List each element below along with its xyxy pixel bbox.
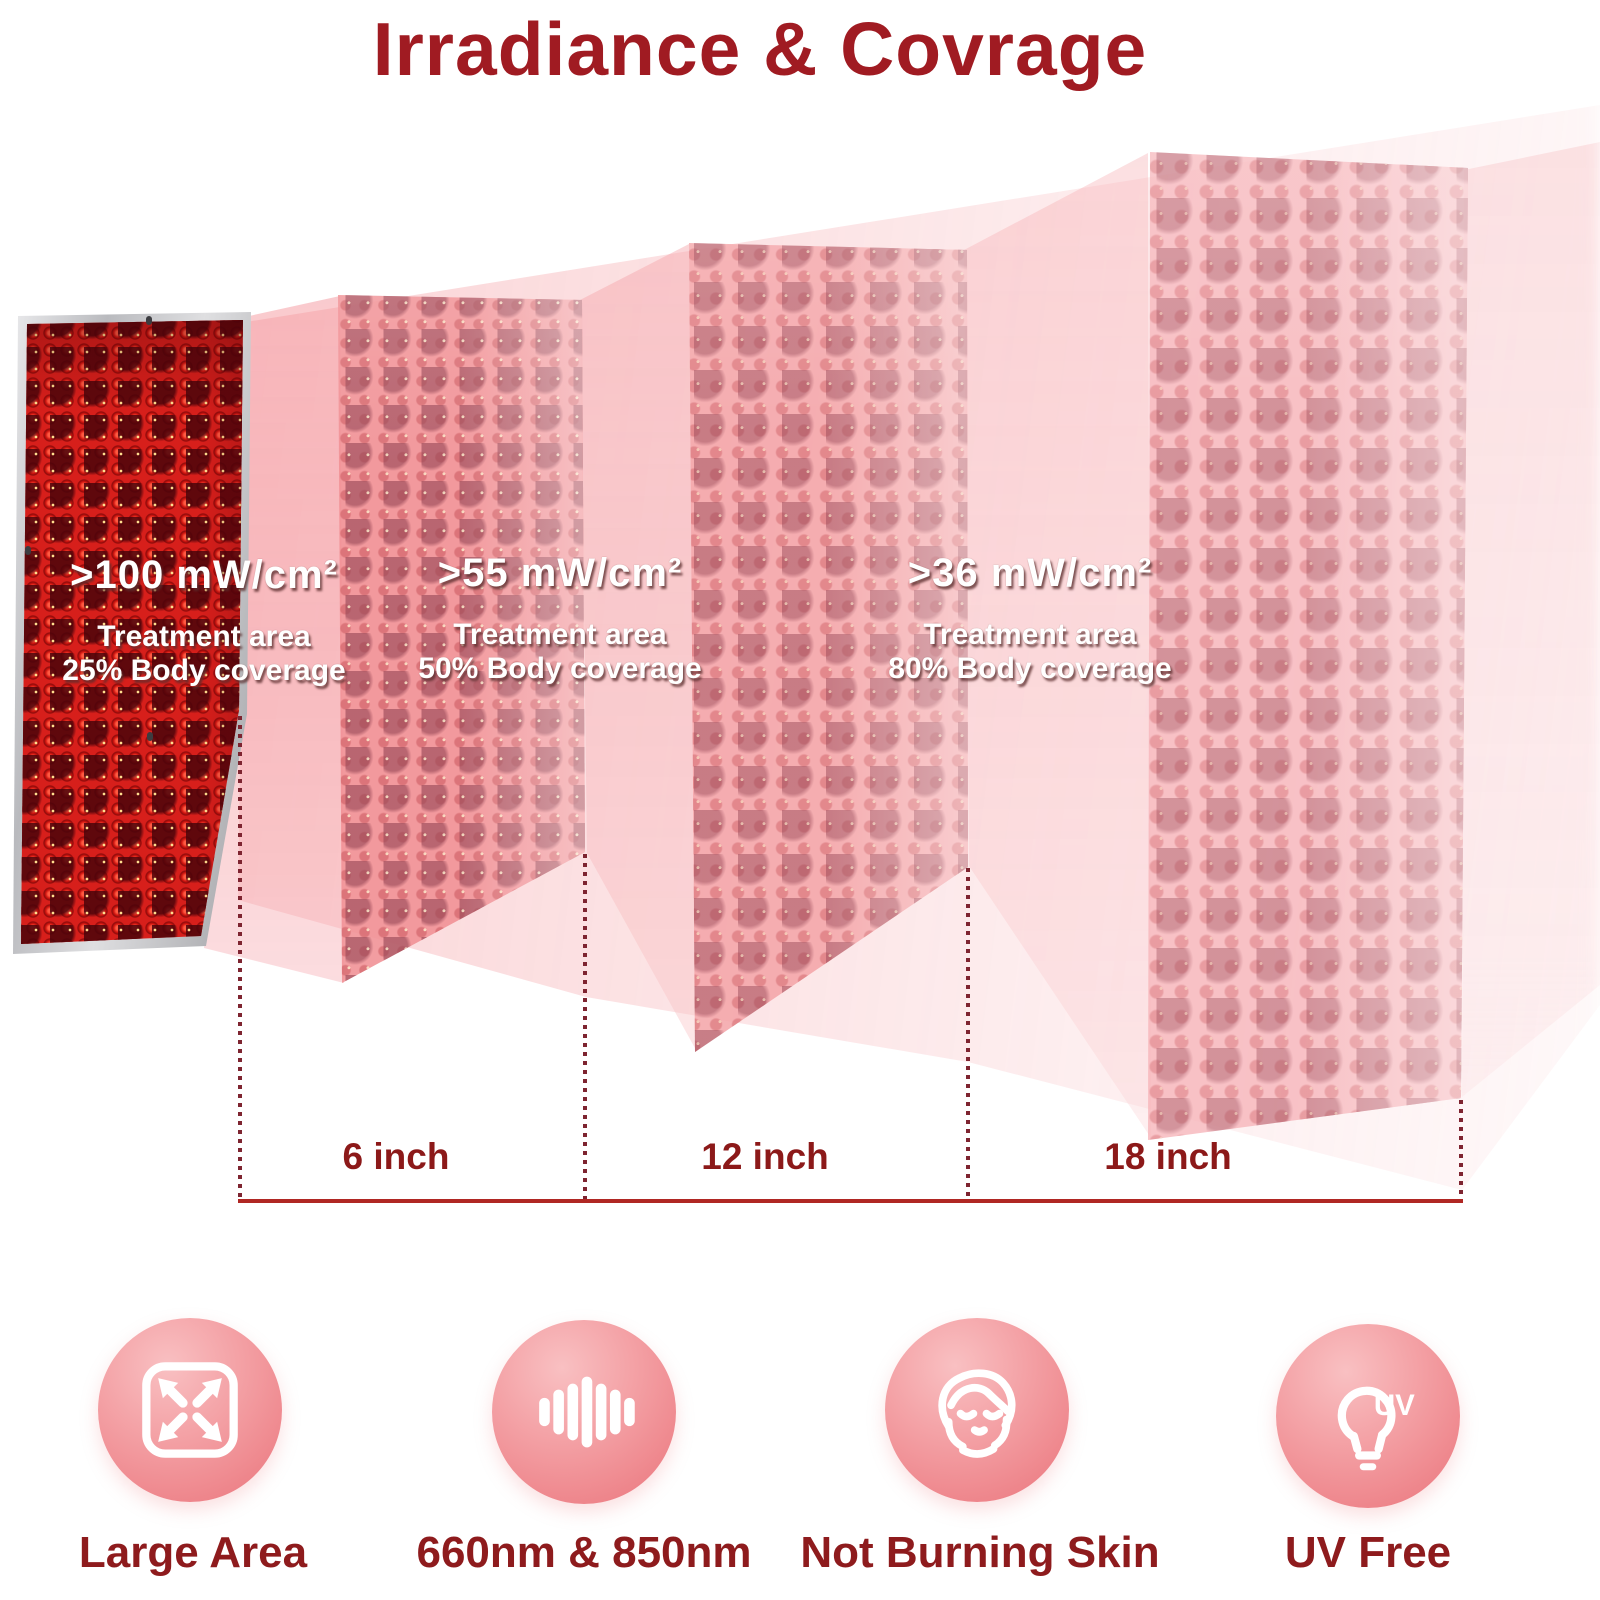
coverage-line: Treatment area bbox=[97, 620, 311, 653]
irradiance-value: >55 mW/cm² bbox=[437, 551, 683, 595]
feature-circle-skin bbox=[885, 1318, 1069, 1502]
feature-label-skin: Not Burning Skin bbox=[800, 1528, 1160, 1577]
dotted-line-12inch bbox=[966, 868, 970, 1202]
irradiance-label-1: >100 mW/cm² Treatment area 25% Body cove… bbox=[14, 553, 394, 688]
page-title: Irradiance & Covrage bbox=[372, 7, 1148, 91]
face-icon bbox=[938, 1369, 1016, 1458]
uv-icon-text: UV bbox=[1374, 1389, 1415, 1422]
screw-icon bbox=[146, 316, 152, 325]
expand-arrows-icon bbox=[142, 1362, 238, 1458]
coverage-line: Treatment area bbox=[923, 618, 1137, 651]
coverage-line: 80% Body coverage bbox=[888, 652, 1172, 685]
wavelength-bars-icon bbox=[539, 1376, 635, 1448]
distance-label-18inch: 18 inch bbox=[1104, 1136, 1232, 1177]
screw-icon bbox=[147, 732, 153, 741]
feature-label-large-area: Large Area bbox=[78, 1528, 308, 1577]
uv-bulb-icon: UV bbox=[1337, 1386, 1415, 1471]
distance-label-12inch: 12 inch bbox=[701, 1136, 829, 1177]
feature-label-wavelength: 660nm & 850nm bbox=[416, 1528, 752, 1577]
dotted-line-6inch bbox=[583, 854, 587, 1202]
irradiance-label-3: >36 mW/cm² Treatment area 80% Body cover… bbox=[840, 551, 1220, 686]
feature-circle-large-area bbox=[98, 1318, 282, 1502]
feature-label-uv: UV Free bbox=[1284, 1528, 1452, 1577]
coverage-line: Treatment area bbox=[453, 618, 667, 651]
panel-led-grid bbox=[21, 320, 243, 944]
irradiance-value: >36 mW/cm² bbox=[907, 551, 1153, 595]
screw-icon bbox=[25, 546, 31, 555]
led-panel-product bbox=[8, 308, 254, 958]
irradiance-value: >100 mW/cm² bbox=[70, 553, 338, 597]
coverage-line: 50% Body coverage bbox=[418, 652, 702, 685]
dotted-line-18inch bbox=[1459, 1100, 1463, 1202]
distance-axis-line bbox=[238, 1199, 1463, 1203]
dotted-line-0 bbox=[238, 716, 242, 1202]
coverage-line: 25% Body coverage bbox=[62, 654, 346, 687]
feature-circle-wavelength bbox=[492, 1320, 676, 1504]
distance-label-6inch: 6 inch bbox=[342, 1136, 450, 1177]
feature-circle-uv: UV bbox=[1276, 1324, 1460, 1508]
irradiance-label-2: >55 mW/cm² Treatment area 50% Body cover… bbox=[370, 551, 750, 686]
